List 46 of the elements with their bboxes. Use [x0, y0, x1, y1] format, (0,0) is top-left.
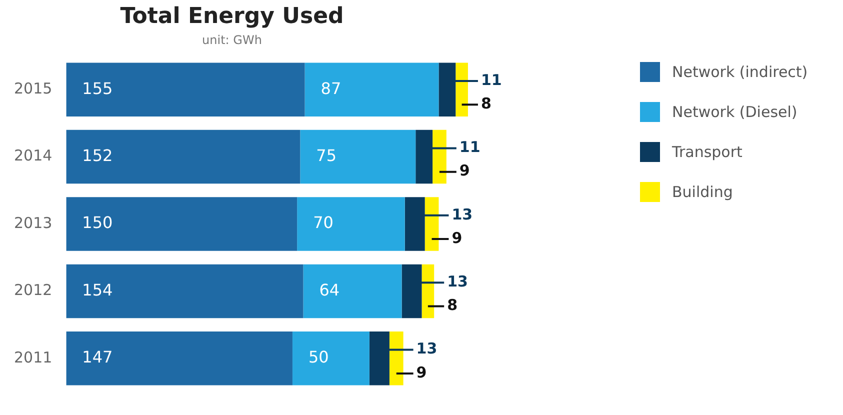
bar	[66, 264, 304, 318]
y-tick-label: 2014	[14, 146, 52, 165]
bar	[292, 332, 370, 386]
bar	[66, 62, 305, 116]
data-label: 8	[480, 94, 492, 113]
bar	[432, 130, 446, 184]
bar	[389, 332, 404, 386]
data-label: 13	[452, 205, 473, 224]
bar	[424, 197, 439, 251]
bar	[303, 264, 402, 318]
data-label: 11	[459, 138, 480, 156]
data-label: 154	[82, 280, 113, 300]
data-label: 8	[447, 296, 458, 314]
data-label: 64	[319, 280, 340, 300]
data-label: 150	[82, 213, 113, 232]
data-label: 9	[416, 363, 427, 382]
data-label: 152	[82, 146, 113, 165]
bar	[66, 197, 298, 251]
bar	[456, 62, 468, 116]
y-tick-label: 2013	[14, 214, 52, 232]
data-label: 13	[447, 272, 468, 290]
data-label: 9	[452, 228, 462, 247]
y-tick-label: 2011	[14, 348, 52, 366]
data-label: 50	[308, 348, 329, 367]
data-label: 87	[320, 78, 342, 98]
y-tick-label: 2012	[14, 281, 52, 300]
data-label: 9	[459, 162, 470, 180]
chart-subtitle: unit: GWh	[201, 33, 263, 47]
chart-title: Total Energy Used	[119, 4, 345, 29]
bar	[66, 332, 292, 386]
legend-label: Network (Diesel)	[672, 103, 798, 121]
y-tick-label: 2015	[14, 79, 52, 98]
data-label: 75	[316, 146, 337, 165]
data-label: 147	[82, 348, 113, 367]
data-label: 11	[480, 70, 502, 89]
legend-label: Transport	[672, 143, 742, 161]
data-label: 70	[313, 213, 334, 232]
bar	[66, 130, 300, 184]
bar	[422, 264, 434, 318]
bar	[297, 197, 405, 251]
legend-label: Building	[672, 183, 733, 201]
legend-label: Network (indirect)	[672, 63, 808, 81]
bar	[300, 130, 416, 184]
data-label: 155	[82, 78, 113, 98]
data-label: 13	[416, 340, 438, 358]
bar	[304, 62, 439, 116]
